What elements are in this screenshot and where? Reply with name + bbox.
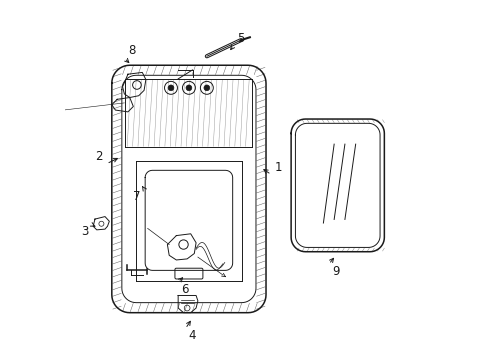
Text: 4: 4 <box>188 329 196 342</box>
Circle shape <box>203 85 209 91</box>
Text: 5: 5 <box>237 32 244 45</box>
Text: 6: 6 <box>181 283 189 296</box>
Text: 1: 1 <box>274 161 282 174</box>
Text: 3: 3 <box>81 225 88 238</box>
Circle shape <box>168 85 174 91</box>
Text: 2: 2 <box>95 150 103 163</box>
Circle shape <box>185 85 191 91</box>
Text: 9: 9 <box>331 265 339 278</box>
Text: 7: 7 <box>133 190 141 203</box>
Text: 8: 8 <box>127 44 135 57</box>
